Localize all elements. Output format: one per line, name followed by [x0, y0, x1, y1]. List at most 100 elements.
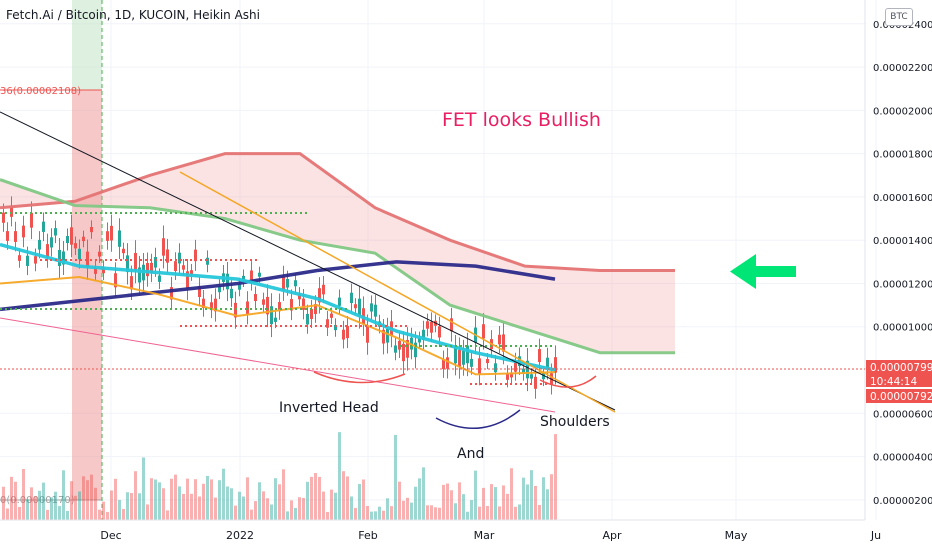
- volume-bar: [390, 506, 393, 520]
- candle-body: [198, 286, 201, 298]
- candle-body: [154, 257, 157, 268]
- volume-bar: [98, 509, 101, 520]
- right-shoulder-curve: [539, 375, 597, 388]
- volume-bar: [542, 477, 545, 520]
- time-tick-label: 2022: [226, 529, 254, 542]
- volume-bar: [146, 504, 149, 520]
- price-tick-label: 0.00001000: [873, 323, 932, 334]
- volume-bar: [206, 475, 209, 520]
- candle-body: [230, 288, 233, 299]
- volume-bar: [138, 493, 141, 520]
- candle-body: [338, 297, 341, 306]
- volume-bar: [478, 506, 481, 520]
- volume-bar: [202, 483, 205, 520]
- candle-body: [182, 265, 185, 270]
- volume-bar: [30, 487, 33, 520]
- candle-body: [166, 249, 169, 263]
- candle-body: [422, 329, 425, 340]
- price-tick-label: 0.00001200: [873, 279, 932, 290]
- candle-body: [74, 243, 77, 249]
- candle-body: [446, 357, 449, 369]
- volume-bar: [354, 507, 357, 520]
- volume-bar: [394, 434, 397, 520]
- candle-body: [278, 302, 281, 312]
- head-curve: [435, 409, 521, 429]
- volume-bar: [410, 502, 413, 520]
- candle-body: [2, 212, 5, 223]
- candle-body: [22, 225, 25, 238]
- candle-body: [370, 303, 373, 312]
- candle-body: [426, 321, 429, 329]
- candle-body: [342, 329, 345, 340]
- currency-button[interactable]: BTC: [885, 8, 913, 26]
- volume-bar: [42, 482, 45, 520]
- volume-bar: [398, 481, 401, 520]
- volume-bar: [186, 478, 189, 520]
- volume-bar: [66, 510, 69, 520]
- volume-bar: [434, 507, 437, 520]
- chart-title: Fetch.Ai / Bitcoin, 1D, KUCOIN, Heikin A…: [6, 8, 260, 22]
- volume-bar: [282, 469, 285, 520]
- candle-body: [170, 287, 173, 300]
- volume-bar: [466, 511, 469, 520]
- candle-body: [146, 263, 149, 277]
- ichimoku-cloud: [0, 153, 675, 353]
- volume-bar: [54, 491, 57, 520]
- candle-body: [406, 339, 409, 358]
- candle-body: [522, 368, 525, 374]
- price-tick-label: 0.00000400: [873, 453, 932, 464]
- candle-body: [462, 350, 465, 365]
- volume-bar: [454, 503, 457, 520]
- candle-body: [478, 358, 481, 374]
- volume-bar: [278, 484, 281, 520]
- volume-bar: [290, 500, 293, 520]
- volume-bar: [262, 491, 265, 520]
- candle-body: [238, 284, 241, 290]
- candle-body: [394, 345, 397, 353]
- volume-bar: [446, 483, 449, 520]
- volume-bar: [306, 481, 309, 520]
- time-axis[interactable]: Dec 2022 Feb Mar Apr May Ju: [100, 529, 881, 542]
- candle-body: [50, 237, 53, 248]
- volume-bar: [10, 476, 13, 520]
- volume-bar: [22, 468, 25, 520]
- candle-body: [90, 227, 93, 233]
- candle-body: [498, 334, 501, 345]
- candle-body: [258, 272, 261, 277]
- volume-bar: [178, 486, 181, 520]
- volume-bar: [318, 476, 321, 520]
- candle-body: [350, 292, 353, 303]
- volume-bar: [38, 490, 41, 520]
- series-line-ma_long: [0, 260, 556, 312]
- volume-bar: [242, 496, 245, 520]
- volume-bar: [82, 476, 85, 520]
- volume-bar: [490, 484, 493, 520]
- time-tick-label: Apr: [602, 529, 622, 542]
- time-tick-label: Ju: [870, 529, 881, 542]
- candle-body: [150, 262, 153, 274]
- candle-body: [138, 267, 141, 283]
- candle-body: [494, 363, 497, 373]
- candle-body: [122, 248, 125, 254]
- candle-body: [334, 324, 337, 331]
- volume-bar: [462, 494, 465, 520]
- volume-bar: [358, 483, 361, 520]
- candle-body: [78, 248, 81, 260]
- highlight-red-band: [72, 90, 102, 500]
- candle-body: [542, 373, 545, 380]
- candle-body: [102, 267, 105, 274]
- price-tick-label: 0.00000600: [873, 409, 932, 420]
- volume-bar: [26, 499, 29, 520]
- volume-bar: [362, 479, 365, 520]
- volume-bar: [234, 505, 237, 520]
- candle-body: [250, 270, 253, 282]
- candle-body: [506, 372, 509, 380]
- price-axis[interactable]: 0.000024000.000022000.000020000.00001800…: [873, 20, 932, 507]
- time-tick-label: Dec: [100, 529, 121, 542]
- candle-body: [450, 318, 453, 332]
- candle-body: [202, 298, 205, 309]
- candle-body: [274, 317, 277, 322]
- volume-bar: [294, 507, 297, 520]
- volume-bar: [370, 511, 373, 520]
